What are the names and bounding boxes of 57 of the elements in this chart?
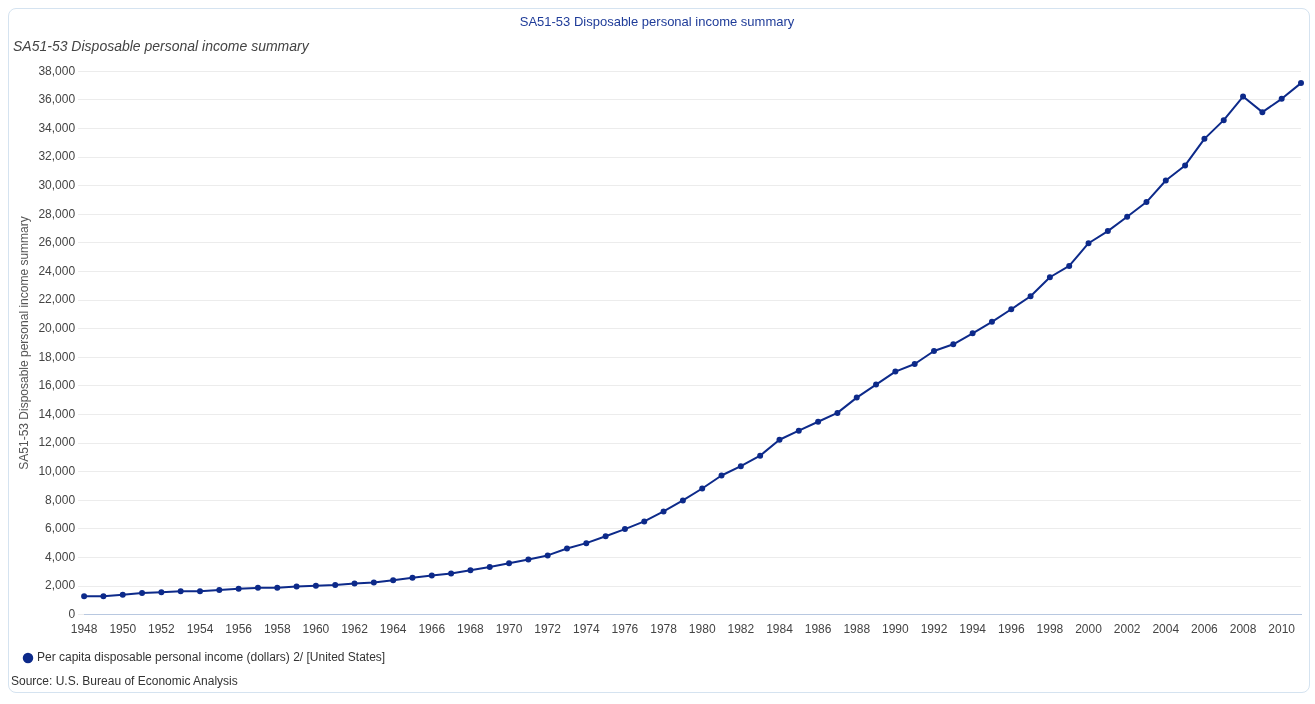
- y-tick-label: 30,000: [38, 178, 76, 193]
- x-tick-label: 2002: [1113, 622, 1141, 637]
- x-tick-label: 1984: [766, 622, 794, 637]
- y-tick-label: 38,000: [38, 63, 76, 78]
- y-axis-title: SA51-53 Disposable personal income summary: [16, 216, 31, 470]
- y-tick-label: 24,000: [38, 263, 76, 278]
- y-tick-label: 14,000: [38, 406, 76, 421]
- x-tick-label: 1960: [302, 622, 330, 637]
- legend-label: Per capita disposable personal income (dollars) 2/ [United States]: [37, 650, 386, 665]
- y-tick-label: 0: [68, 606, 76, 621]
- x-tick-label: 1992: [920, 622, 948, 637]
- y-tick-label: 10,000: [38, 463, 76, 478]
- y-tick-label: 32,000: [38, 149, 76, 164]
- x-tick-label: 1994: [959, 622, 987, 637]
- x-tick-label: 1972: [534, 622, 562, 637]
- y-tick-label: 12,000: [38, 435, 76, 450]
- x-tick-label: 1976: [611, 622, 639, 637]
- x-tick-label: 1982: [727, 622, 755, 637]
- x-tick-label: 2006: [1191, 622, 1219, 637]
- source-note: Source: U.S. Bureau of Economic Analysis: [10, 674, 239, 690]
- x-tick-label: 1954: [186, 622, 214, 637]
- x-tick-label: 1956: [225, 622, 253, 637]
- x-tick-label: 2004: [1152, 622, 1180, 637]
- y-tick-label: 26,000: [38, 235, 76, 250]
- x-tick-label: 1962: [341, 622, 369, 637]
- x-tick-label: 1968: [457, 622, 485, 637]
- y-tick-label: 22,000: [38, 292, 76, 307]
- y-tick-label: 4,000: [45, 549, 76, 564]
- x-tick-label: 1952: [148, 622, 176, 637]
- y-tick-label: 18,000: [38, 349, 76, 364]
- x-tick-label: 1974: [572, 622, 600, 637]
- chart-title: SA51-53 Disposable personal income summary: [519, 14, 795, 30]
- x-tick-label: 1996: [997, 622, 1025, 637]
- x-tick-label: 1966: [418, 622, 446, 637]
- chart-subtitle: SA51-53 Disposable personal income summary: [13, 37, 310, 54]
- y-tick-label: 34,000: [38, 120, 76, 135]
- y-tick-label: 2,000: [45, 578, 76, 593]
- y-tick-label: 8,000: [45, 492, 76, 507]
- x-tick-label: 1950: [109, 622, 137, 637]
- x-tick-label: 1958: [263, 622, 291, 637]
- y-tick-label: 6,000: [45, 521, 76, 536]
- x-tick-label: 1948: [70, 622, 98, 637]
- x-tick-label: 1988: [843, 622, 871, 637]
- x-tick-label: 1986: [804, 622, 832, 637]
- y-tick-label: 20,000: [38, 321, 76, 336]
- x-tick-label: 2010: [1268, 622, 1296, 637]
- y-tick-label: 28,000: [38, 206, 76, 221]
- x-tick-label: 1980: [688, 622, 716, 637]
- x-tick-label: 1978: [650, 622, 678, 637]
- x-tick-label: 1970: [495, 622, 523, 637]
- y-tick-label: 16,000: [38, 378, 76, 393]
- x-tick-label: 1998: [1036, 622, 1064, 637]
- x-tick-label: 2000: [1075, 622, 1103, 637]
- x-tick-label: 2008: [1229, 622, 1257, 637]
- y-tick-label: 36,000: [38, 92, 76, 107]
- x-tick-label: 1990: [882, 622, 910, 637]
- x-tick-label: 1964: [379, 622, 407, 637]
